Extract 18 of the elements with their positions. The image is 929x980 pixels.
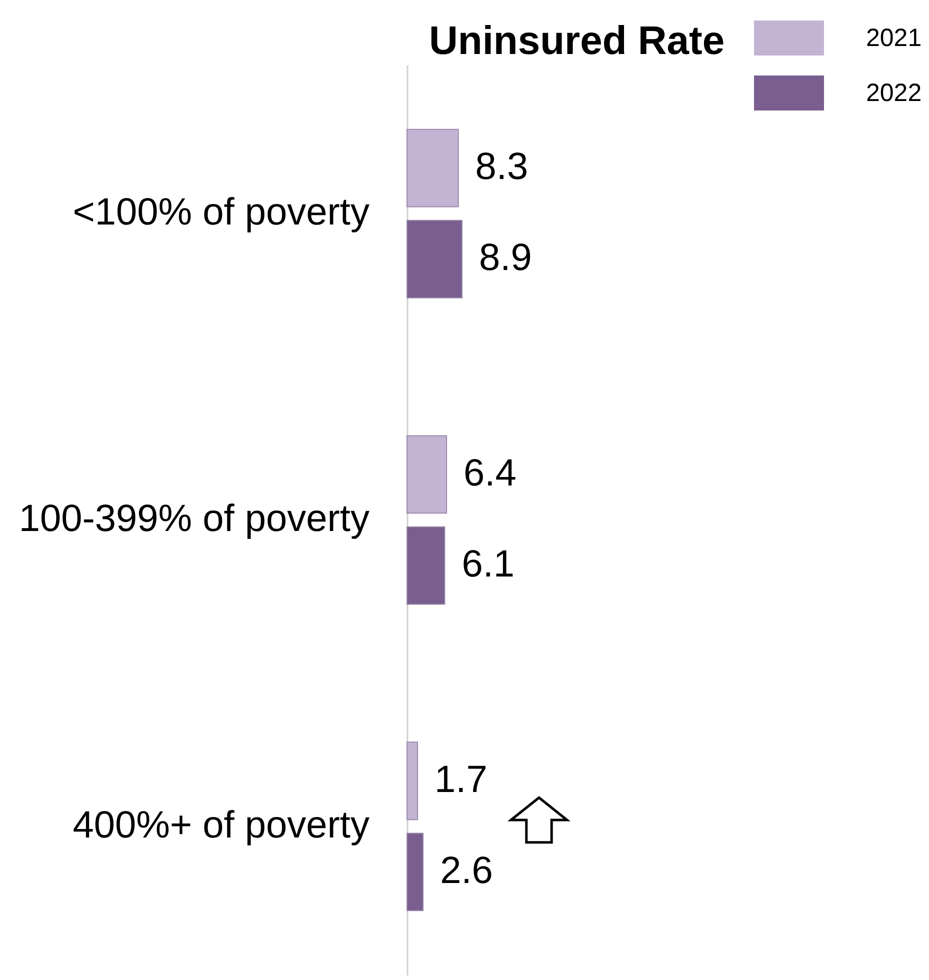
data-label: 6.1 [462,544,515,586]
data-label: 6.4 [464,452,516,494]
data-label: 8.9 [479,237,532,280]
legend-label: 2022 [866,79,922,107]
y-tick-label: <100% of poverty [72,192,370,234]
text: Uninsured Rate [429,19,725,63]
bar [406,832,424,912]
bar [406,742,418,820]
data-label: 2.6 [440,850,493,892]
legend-label: 2021 [866,24,922,52]
data-label: 1.7 [434,758,488,801]
bar [406,526,446,605]
y-tick-label: 400%+ of poverty [72,804,370,846]
bar [406,435,448,514]
bar [406,128,459,208]
bar [406,220,462,298]
data-label: 8.3 [475,146,528,188]
y-tick-label: 100-399% of poverty [18,498,370,540]
